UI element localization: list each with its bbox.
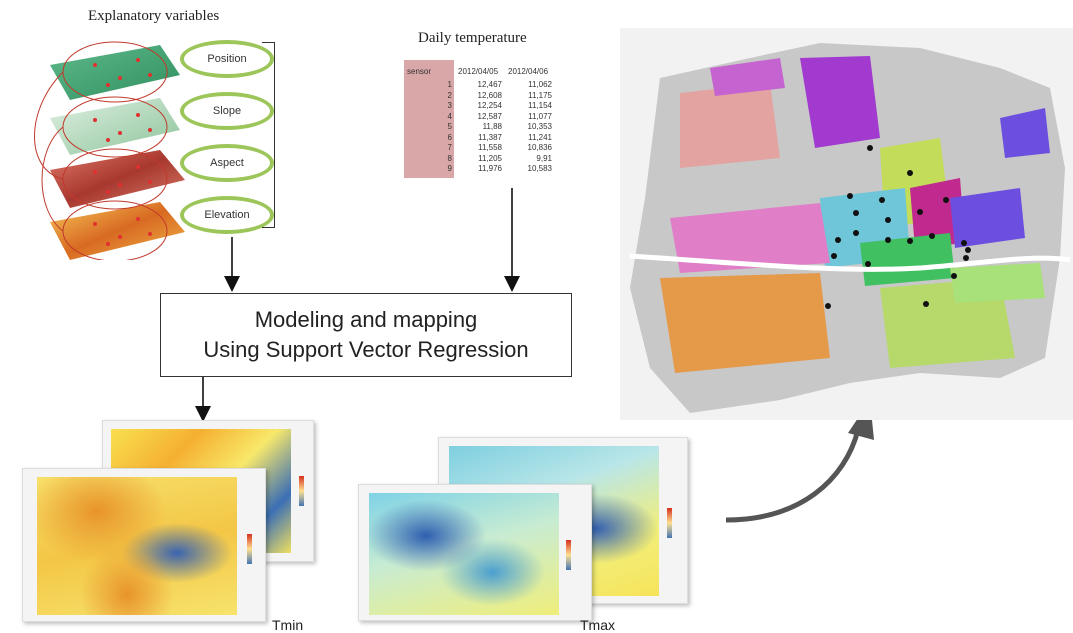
table-cell: 5 <box>447 122 452 131</box>
variable-slope: Slope <box>180 92 274 130</box>
curved-arrow-to-map <box>725 429 861 523</box>
variable-aspect: Aspect <box>180 144 274 182</box>
table-cell: 11,88 <box>482 122 502 131</box>
table-cell: 12,608 <box>477 90 502 100</box>
tmax-plot-front <box>358 484 592 621</box>
table-cell: 11,976 <box>478 164 502 173</box>
sensor-points <box>93 58 152 246</box>
zone-magenta <box>710 58 785 96</box>
column-header: 2012/04/06 <box>508 67 549 76</box>
table-cell: 10,583 <box>527 164 552 173</box>
zone-lightgreen <box>950 263 1045 303</box>
table-cell: 10,353 <box>527 122 552 131</box>
table-row: 4 12,587 11,077 <box>404 112 554 123</box>
zone-pink-west <box>670 203 830 273</box>
table-cell: 11,175 <box>528 90 552 100</box>
variables-bracket <box>262 42 275 228</box>
table-cell: 12,254 <box>477 101 502 110</box>
aspect-layer <box>50 150 185 208</box>
table-row: 9 11,976 10,583 <box>404 164 554 175</box>
table-cell: 8 <box>447 153 452 163</box>
zone-purple <box>800 56 880 148</box>
elevation-layer <box>50 202 185 260</box>
tmin-label: Tmin <box>272 617 304 633</box>
zone-pink <box>680 83 780 168</box>
table-cell: 6 <box>447 132 452 142</box>
modeling-box: Modeling and mapping Using Support Vecto… <box>160 293 572 377</box>
table-cell: 11,558 <box>478 143 502 152</box>
table-cell: 1 <box>447 80 452 89</box>
variable-elevation: Elevation <box>180 196 274 234</box>
zone-violet <box>950 188 1025 248</box>
table-cell: 4 <box>447 111 452 121</box>
table-cell: 2 <box>447 90 452 100</box>
table-cell: 7 <box>447 143 452 152</box>
variable-position: Position <box>180 40 274 78</box>
table-cell: 9 <box>447 164 452 173</box>
table-cell: 9,91 <box>536 153 552 163</box>
daily-temperature-title: Daily temperature <box>418 30 527 46</box>
table-cell: 11,387 <box>478 132 502 142</box>
table-row: 7 11,558 10,836 <box>404 143 554 154</box>
column-header: 2012/04/05 <box>458 67 499 76</box>
zone-green <box>860 233 955 286</box>
zone-violet-small <box>1000 108 1050 158</box>
table-cell: 11,154 <box>528 101 552 110</box>
table-row: 6 11,387 11,241 <box>404 133 554 144</box>
temperature-table: sensor 2012/04/05 2012/04/06 1 12,467 11,0… <box>404 60 554 178</box>
zone-crimson <box>910 178 965 248</box>
table-row: 1 12,467 11,062 <box>404 80 554 91</box>
variable-layers-illustration <box>34 41 185 260</box>
table-cell: 11,241 <box>528 132 552 142</box>
river <box>629 253 1071 272</box>
city-zone-map <box>620 28 1073 420</box>
model-line-2: Using Support Vector Regression <box>203 337 529 362</box>
explanatory-variables-title: Explanatory variables <box>88 8 220 24</box>
table-cell: 11,062 <box>528 80 552 89</box>
table-row: 2 12,608 11,175 <box>404 91 554 102</box>
model-line-1: Modeling and mapping <box>254 307 478 332</box>
zone-orange <box>660 273 830 373</box>
tmax-label: Tmax <box>580 617 615 633</box>
connector-curve <box>41 126 64 232</box>
table-row: 3 12,254 11,154 <box>404 101 554 112</box>
table-row: 8 11,205 9,91 <box>404 154 554 165</box>
column-header: sensor <box>407 67 432 76</box>
table-cell: 11,205 <box>478 153 502 163</box>
connector-curve <box>34 71 64 180</box>
sensor-column-shade <box>404 60 454 178</box>
tmin-plot-front <box>22 468 266 622</box>
table-cell: 10,836 <box>527 143 552 152</box>
sensor-locations <box>825 145 971 309</box>
table-cell: 3 <box>447 101 452 110</box>
table-cell: 12,587 <box>477 111 502 121</box>
table-row: 5 11,88 10,353 <box>404 122 554 133</box>
slope-layer <box>50 98 180 155</box>
table-cell: 11,077 <box>528 111 552 121</box>
position-layer <box>50 45 180 100</box>
table-cell: 12,467 <box>477 80 502 89</box>
